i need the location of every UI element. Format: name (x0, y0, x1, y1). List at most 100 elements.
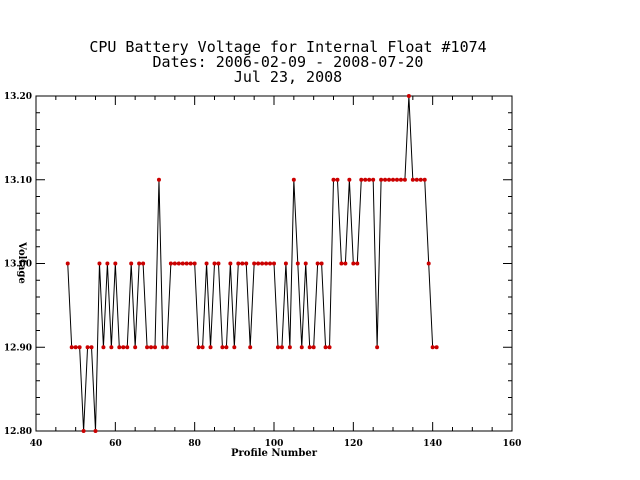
data-point (216, 261, 221, 266)
data-point (156, 177, 161, 182)
data-point (287, 345, 292, 350)
data-point (160, 345, 165, 350)
data-point (220, 345, 225, 350)
data-point (291, 177, 296, 182)
data-point (311, 345, 316, 350)
data-point (272, 261, 276, 266)
data-point (145, 345, 150, 350)
data-point (81, 429, 86, 433)
data-point (315, 261, 320, 266)
data-point (141, 261, 146, 266)
x-tick-label: 120 (344, 439, 363, 449)
data-point (188, 261, 193, 266)
data-point (351, 261, 356, 266)
data-point (65, 261, 70, 266)
data-point (244, 261, 249, 266)
data-point (172, 261, 177, 266)
data-point (303, 261, 308, 266)
data-point (232, 345, 237, 350)
data-point (260, 261, 265, 266)
voltage-series-line (67, 95, 437, 432)
data-point (196, 345, 201, 350)
data-point (105, 261, 110, 266)
y-tick-label: 13.00 (4, 260, 32, 270)
data-point (224, 345, 229, 350)
data-point (133, 345, 138, 350)
data-point (319, 261, 324, 266)
data-point (418, 177, 423, 182)
data-point (121, 345, 126, 350)
data-point (371, 177, 376, 182)
data-point (299, 345, 304, 350)
x-tick-label: 140 (423, 439, 442, 449)
data-point (279, 345, 284, 350)
data-point (73, 345, 78, 350)
data-point (109, 345, 114, 350)
x-axis-label: Profile Number (231, 448, 318, 459)
data-point (236, 261, 241, 266)
data-point (168, 261, 173, 266)
data-point (228, 261, 233, 266)
data-point (398, 177, 403, 182)
data-point (69, 345, 74, 350)
x-tick-label: 60 (109, 439, 122, 449)
data-point (208, 345, 213, 350)
data-point (164, 345, 169, 350)
y-tick-label: 13.10 (4, 176, 32, 186)
data-point (339, 261, 344, 266)
data-point (323, 345, 328, 350)
title-line-1: CPU Battery Voltage for Internal Float #… (89, 38, 486, 56)
data-point (295, 261, 300, 266)
voltage-series-markers (65, 94, 439, 433)
data-point (264, 261, 269, 266)
data-point (410, 177, 415, 182)
data-point (379, 177, 384, 182)
data-point (212, 261, 217, 266)
data-point (391, 177, 395, 182)
data-point (240, 261, 245, 266)
chart-title: CPU Battery Voltage for Internal Float #… (89, 38, 486, 86)
data-point (283, 261, 288, 266)
x-tick-label: 80 (188, 439, 201, 449)
data-point (252, 261, 257, 266)
data-point (101, 345, 106, 350)
data-point (153, 345, 157, 350)
data-point (129, 261, 134, 266)
data-point (307, 345, 312, 350)
y-tick-label: 12.80 (4, 427, 32, 437)
title-line-2: Dates: 2006-02-09 - 2008-07-20 (153, 53, 424, 71)
data-point (383, 177, 388, 182)
data-point (355, 261, 360, 266)
data-point (268, 261, 273, 266)
data-point (375, 345, 380, 350)
data-point (422, 177, 427, 182)
data-point (125, 345, 130, 350)
y-tick-label: 12.90 (4, 343, 32, 353)
data-point (426, 261, 431, 266)
data-point (113, 261, 118, 266)
data-point (363, 177, 368, 182)
data-point (200, 345, 205, 350)
data-point (204, 261, 209, 266)
y-axis-label: Voltage (16, 241, 27, 284)
x-tick-labels: 40 60 80 100 120 140 160 (30, 439, 522, 449)
x-tick-label: 40 (30, 439, 43, 449)
data-point (97, 261, 102, 266)
data-point (89, 345, 94, 350)
data-point (359, 177, 364, 182)
data-point (93, 429, 98, 433)
data-point (414, 177, 419, 182)
data-point (184, 261, 189, 266)
data-point (347, 177, 352, 182)
x-tick-label: 160 (503, 439, 522, 449)
data-point (335, 177, 340, 182)
data-point (394, 177, 399, 182)
data-point (402, 177, 407, 182)
data-point (343, 261, 348, 266)
x-tick-label: 100 (265, 439, 284, 449)
data-point (406, 94, 411, 98)
data-point (149, 345, 154, 350)
data-point (331, 177, 336, 182)
data-point (85, 345, 90, 350)
